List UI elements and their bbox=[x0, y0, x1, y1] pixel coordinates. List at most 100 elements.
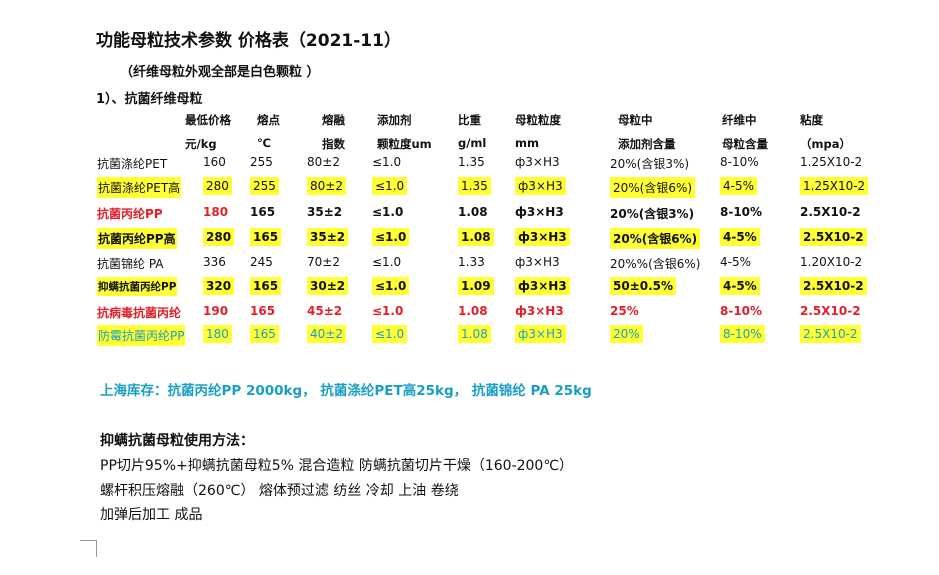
column-header: 比重 bbox=[458, 113, 481, 127]
column-header-unit: 母粒含量 bbox=[722, 137, 768, 151]
table-cell: 1.20X10-2 bbox=[800, 255, 863, 269]
table-cell: 160 bbox=[203, 155, 226, 169]
column-header-unit: 添加剂含量 bbox=[618, 137, 676, 151]
column-header-unit: 颗粒度um bbox=[377, 137, 432, 151]
table-cell: ф3×H3 bbox=[515, 155, 560, 169]
usage-line: PP切片95%+抑螨抗菌母粒5% 混合造粒 防螨抗菌切片干燥（160-200℃） bbox=[100, 458, 574, 474]
table-cell: 1.35 bbox=[458, 177, 491, 195]
column-header-unit: （mpa） bbox=[800, 137, 851, 151]
table-cell: ≤1.0 bbox=[372, 228, 410, 246]
table-cell: 1.25X10-2 bbox=[800, 177, 869, 195]
table-cell: 1.08 bbox=[458, 228, 494, 246]
table-cell: 4-5% bbox=[720, 177, 758, 195]
table-cell: ф3×H3 bbox=[515, 325, 566, 343]
table-cell: ф3×H3 bbox=[515, 304, 564, 318]
column-header-unit: ℃ bbox=[257, 136, 271, 150]
table-cell: 1.08 bbox=[458, 205, 488, 219]
row-product-name: 抗菌涤纶PET高 bbox=[97, 177, 182, 198]
table-cell: 80±2 bbox=[307, 177, 346, 195]
table-cell: 35±2 bbox=[307, 228, 349, 246]
table-cell: 165 bbox=[250, 228, 282, 246]
table-cell: ф3×H3 bbox=[515, 205, 564, 219]
table-cell: 4-5% bbox=[720, 255, 752, 269]
table-cell: 50±0.5% bbox=[610, 277, 677, 295]
table-cell: 20%(含银3%) bbox=[610, 207, 695, 221]
usage-line: 螺杆积压熔融（260℃） 熔体预过滤 纺丝 冷却 上油 卷绕 bbox=[100, 483, 459, 499]
section-heading: 1）、抗菌纤维母粒 bbox=[96, 92, 203, 107]
table-cell: 2.5X10-2 bbox=[800, 228, 867, 246]
table-cell: 190 bbox=[203, 304, 229, 318]
table-cell: 20%(含银3%) bbox=[610, 157, 690, 171]
column-header-unit: g/ml bbox=[458, 136, 487, 150]
column-header: 母粒粒度 bbox=[515, 113, 561, 127]
row-product-name: 抗菌涤纶PET bbox=[97, 157, 168, 171]
table-cell: 8-10% bbox=[720, 325, 765, 343]
table-cell: 80±2 bbox=[307, 155, 340, 169]
table-cell: 165 bbox=[250, 205, 276, 219]
table-cell: 255 bbox=[250, 177, 279, 195]
table-cell: 1.25X10-2 bbox=[800, 155, 863, 169]
table-cell: 8-10% bbox=[720, 155, 759, 169]
row-product-name: 抑螨抗菌丙纶PP bbox=[97, 277, 178, 296]
table-cell: ≤1.0 bbox=[372, 177, 408, 195]
row-product-name: 抗病毒抗菌丙纶 bbox=[97, 306, 182, 320]
row-product-name: 抗菌丙纶PP高 bbox=[97, 228, 177, 249]
table-cell: 30±2 bbox=[307, 277, 349, 295]
table-cell: 70±2 bbox=[307, 255, 340, 269]
table-cell: 165 bbox=[250, 277, 282, 295]
table-cell: ф3×H3 bbox=[515, 255, 560, 269]
table-cell: ≤1.0 bbox=[372, 277, 410, 295]
column-header: 熔融 bbox=[322, 113, 345, 127]
table-cell: 2.5X10-2 bbox=[800, 277, 867, 295]
row-product-name: 抗菌丙纶PP bbox=[97, 207, 163, 221]
column-header: 熔点 bbox=[257, 113, 280, 127]
table-cell: 180 bbox=[203, 325, 232, 343]
table-cell: 35±2 bbox=[307, 205, 343, 219]
table-cell: 45±2 bbox=[307, 304, 343, 318]
column-header: 粘度 bbox=[800, 113, 823, 127]
row-product-name: 抗菌锦纶 PA bbox=[97, 257, 164, 271]
table-cell: ≤1.0 bbox=[372, 325, 408, 343]
table-cell: 20%%(含银6%) bbox=[610, 257, 701, 271]
table-cell: ≤1.0 bbox=[372, 205, 404, 219]
column-header-unit: mm bbox=[515, 136, 539, 150]
column-header: 最低价格 bbox=[185, 113, 231, 127]
table-cell: 8-10% bbox=[720, 205, 763, 219]
table-cell: ≤1.0 bbox=[372, 255, 402, 269]
table-cell: 1.08 bbox=[458, 325, 491, 343]
column-header-unit: 元/kg bbox=[185, 137, 217, 151]
table-cell: 20%(含银6%) bbox=[610, 177, 696, 198]
table-cell: 25% bbox=[610, 304, 639, 318]
table-cell: ф3×H3 bbox=[515, 277, 570, 295]
column-header: 纤维中 bbox=[722, 113, 757, 127]
table-cell: 165 bbox=[250, 304, 276, 318]
page-corner-mark bbox=[80, 540, 97, 557]
table-cell: 40±2 bbox=[307, 325, 346, 343]
column-header-unit: 指数 bbox=[322, 137, 345, 151]
table-cell: ≤1.0 bbox=[372, 304, 404, 318]
row-product-name: 防霉抗菌丙纶PP bbox=[97, 325, 186, 346]
table-cell: 8-10% bbox=[720, 304, 763, 318]
table-cell: 165 bbox=[250, 325, 279, 343]
usage-line: 加弹后加工 成品 bbox=[100, 507, 203, 523]
table-cell: 1.09 bbox=[458, 277, 494, 295]
table-cell: 20% bbox=[610, 325, 643, 343]
table-cell: 245 bbox=[250, 255, 273, 269]
table-cell: 280 bbox=[203, 228, 235, 246]
table-cell: 4-5% bbox=[720, 277, 760, 295]
table-cell: ≤1.0 bbox=[372, 155, 402, 169]
table-cell: 180 bbox=[203, 205, 229, 219]
table-cell: 1.35 bbox=[458, 155, 485, 169]
usage-title: 抑螨抗菌母粒使用方法： bbox=[100, 433, 254, 449]
table-cell: 4-5% bbox=[720, 228, 760, 246]
table-cell: 255 bbox=[250, 155, 273, 169]
table-cell: 320 bbox=[203, 277, 235, 295]
table-cell: 2.5X10-2 bbox=[800, 205, 861, 219]
table-cell: 20%(含银6%) bbox=[610, 228, 701, 249]
column-header: 添加剂 bbox=[377, 113, 412, 127]
table-cell: 1.08 bbox=[458, 304, 488, 318]
table-cell: 2.5X10-2 bbox=[800, 304, 861, 318]
table-cell: 280 bbox=[203, 177, 232, 195]
table-cell: ф3×H3 bbox=[515, 228, 570, 246]
table-cell: 1.33 bbox=[458, 255, 485, 269]
